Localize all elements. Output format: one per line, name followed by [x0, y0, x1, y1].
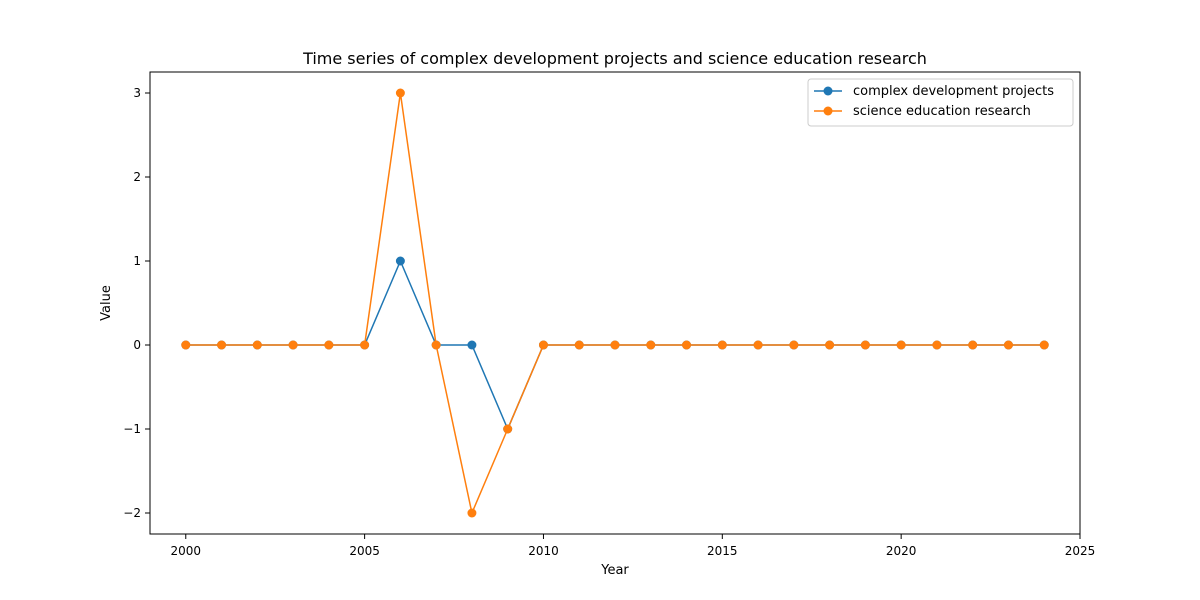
x-tick-label: 2020: [886, 544, 917, 558]
legend-marker: [823, 106, 833, 116]
y-tick-label: −2: [123, 506, 141, 520]
x-axis: 2000 2005 2010 2015 2020 2025: [170, 534, 1095, 558]
chart-title: Time series of complex development proje…: [302, 49, 927, 68]
data-point: [395, 88, 405, 98]
data-point: [896, 340, 906, 350]
data-point: [1039, 340, 1049, 350]
data-point: [860, 340, 870, 350]
series-layer: [181, 88, 1049, 518]
x-tick-label: 2015: [707, 544, 738, 558]
x-tick-label: 2025: [1065, 544, 1096, 558]
legend-marker: [823, 86, 833, 96]
data-point: [217, 340, 227, 350]
legend-item: complex development projects: [814, 84, 1054, 99]
y-tick-label: 2: [133, 170, 141, 184]
data-point: [574, 340, 584, 350]
y-tick-label: 1: [133, 254, 141, 268]
legend-label: complex development projects: [853, 84, 1054, 99]
data-point: [789, 340, 799, 350]
data-point: [646, 340, 656, 350]
data-point: [825, 340, 835, 350]
legend-box: [807, 78, 1074, 127]
data-point: [717, 340, 727, 350]
legend: complex development projects science educ…: [807, 78, 1074, 127]
data-point: [467, 340, 477, 350]
y-axis-label: Value: [99, 285, 114, 321]
data-point: [682, 340, 692, 350]
data-point: [252, 340, 262, 350]
series-2: [181, 88, 1049, 518]
y-tick-label: −1: [123, 422, 141, 436]
x-axis-label: Year: [600, 563, 629, 578]
data-point: [431, 340, 441, 350]
y-tick-label: 3: [133, 86, 141, 100]
data-point: [503, 424, 513, 434]
x-tick-label: 2005: [349, 544, 380, 558]
data-point: [288, 340, 298, 350]
x-tick-label: 2000: [170, 544, 201, 558]
data-point: [467, 508, 477, 518]
data-point: [753, 340, 763, 350]
data-point: [324, 340, 334, 350]
data-point: [181, 340, 191, 350]
y-tick-label: 0: [133, 338, 141, 352]
legend-label: science education research: [853, 104, 1031, 119]
data-point: [610, 340, 620, 350]
legend-item: science education research: [814, 104, 1031, 119]
plot-area: [149, 71, 1081, 535]
data-point: [395, 256, 405, 266]
data-point: [968, 340, 978, 350]
x-tick-label: 2010: [528, 544, 559, 558]
data-point: [360, 340, 370, 350]
data-point: [932, 340, 942, 350]
data-point: [538, 340, 548, 350]
y-axis: −2 −1 0 1 2 3: [123, 86, 150, 520]
data-point: [1003, 340, 1013, 350]
